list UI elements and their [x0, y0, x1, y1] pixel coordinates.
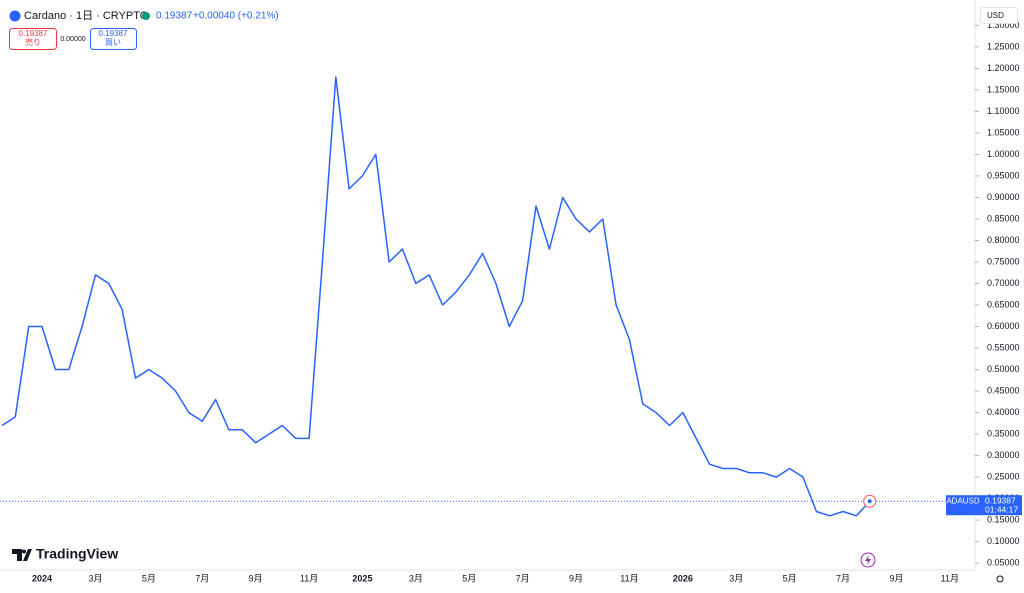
y-tick-label: 0.65000	[987, 299, 1020, 309]
y-tick-label: 1.30000	[987, 20, 1020, 30]
x-tick-label: 3月	[88, 573, 102, 583]
y-tick-label: 0.15000	[987, 514, 1020, 524]
last-price: 0.19387	[156, 11, 193, 22]
market-status[interactable]	[142, 12, 150, 20]
settings-icon[interactable]	[996, 575, 1004, 583]
sell-button[interactable]	[9, 28, 57, 50]
x-tick-label: 3月	[729, 573, 743, 583]
spread: 0.00000	[60, 36, 85, 43]
price-change: +0.00040 (+0.21%)	[193, 11, 279, 22]
y-tick-label: 1.25000	[987, 41, 1020, 51]
x-tick-label: 9月	[249, 573, 263, 583]
price-tag-box	[946, 495, 1022, 516]
symbol-icon	[9, 10, 21, 22]
brand-name: TradingView	[36, 546, 118, 562]
x-tick-label: 5月	[462, 573, 476, 583]
x-tick-label: 11月	[620, 573, 638, 583]
x-tick-label: 2024	[32, 573, 52, 583]
x-tick-label: 2025	[352, 573, 372, 583]
x-tick-label: 9月	[569, 573, 583, 583]
x-tick-label: 11月	[941, 573, 959, 583]
y-tick-label: 1.10000	[987, 106, 1020, 116]
buy-price: 0.19387	[99, 29, 128, 38]
y-tick-label: 0.85000	[987, 213, 1020, 223]
buy-button[interactable]	[90, 28, 137, 50]
price-tag-countdown: 01:44:17	[985, 504, 1018, 514]
brand-logo-dot	[22, 549, 26, 554]
x-tick-label: 3月	[409, 573, 423, 583]
sell-price: 0.19387	[19, 29, 48, 38]
y-tick-label: 1.05000	[987, 127, 1020, 137]
x-tick-label: 7月	[516, 573, 530, 583]
currency: USD	[987, 11, 1004, 20]
price-line	[1, 76, 871, 517]
last-point-dot	[867, 499, 872, 504]
y-tick-label: 0.55000	[987, 342, 1020, 352]
y-tick-label: 0.90000	[987, 192, 1020, 202]
x-tick-label: 9月	[889, 573, 903, 583]
x-tick-label: 7月	[195, 573, 209, 583]
currency-button[interactable]	[980, 7, 1018, 24]
y-tick-label: 0.60000	[987, 321, 1020, 331]
y-tick-label: 0.05000	[987, 557, 1020, 567]
x-tick-label: 5月	[142, 573, 156, 583]
y-tick-label: 0.45000	[987, 385, 1020, 395]
y-tick-label: 0.35000	[987, 428, 1020, 438]
x-tick-label: 11月	[300, 573, 318, 583]
x-tick-label: 7月	[836, 573, 850, 583]
price-tag: ADAUSD 0.19387 01:44:17	[946, 495, 1022, 516]
price-tag-symbol: ADAUSD	[946, 496, 980, 505]
x-tick-label: 2026	[673, 573, 693, 583]
y-tick-label: 0.50000	[987, 364, 1020, 374]
y-tick-label: 0.95000	[987, 170, 1020, 180]
y-tick-label: 0.40000	[987, 407, 1020, 417]
y-tick-label: 0.25000	[987, 471, 1020, 481]
price-tag-price: 0.19387	[985, 495, 1016, 505]
symbol-title[interactable]: Cardano · 1日 · CRYPTO	[24, 10, 149, 22]
events-glyph	[865, 555, 871, 565]
buy-label: 買い	[105, 38, 121, 47]
sell-label: 売り	[25, 37, 41, 47]
y-tick-label: 0.80000	[987, 235, 1020, 245]
x-tick-label: 5月	[783, 573, 797, 583]
y-tick-label: 0.75000	[987, 256, 1020, 266]
y-tick-label: 0.70000	[987, 278, 1020, 288]
y-tick-label: 0.30000	[987, 450, 1020, 460]
y-tick-label: 1.20000	[987, 63, 1020, 73]
y-tick-label: 1.15000	[987, 84, 1020, 94]
y-tick-label: 1.00000	[987, 149, 1020, 159]
brand-logo	[12, 549, 32, 561]
y-tick-label: 0.10000	[987, 536, 1020, 546]
